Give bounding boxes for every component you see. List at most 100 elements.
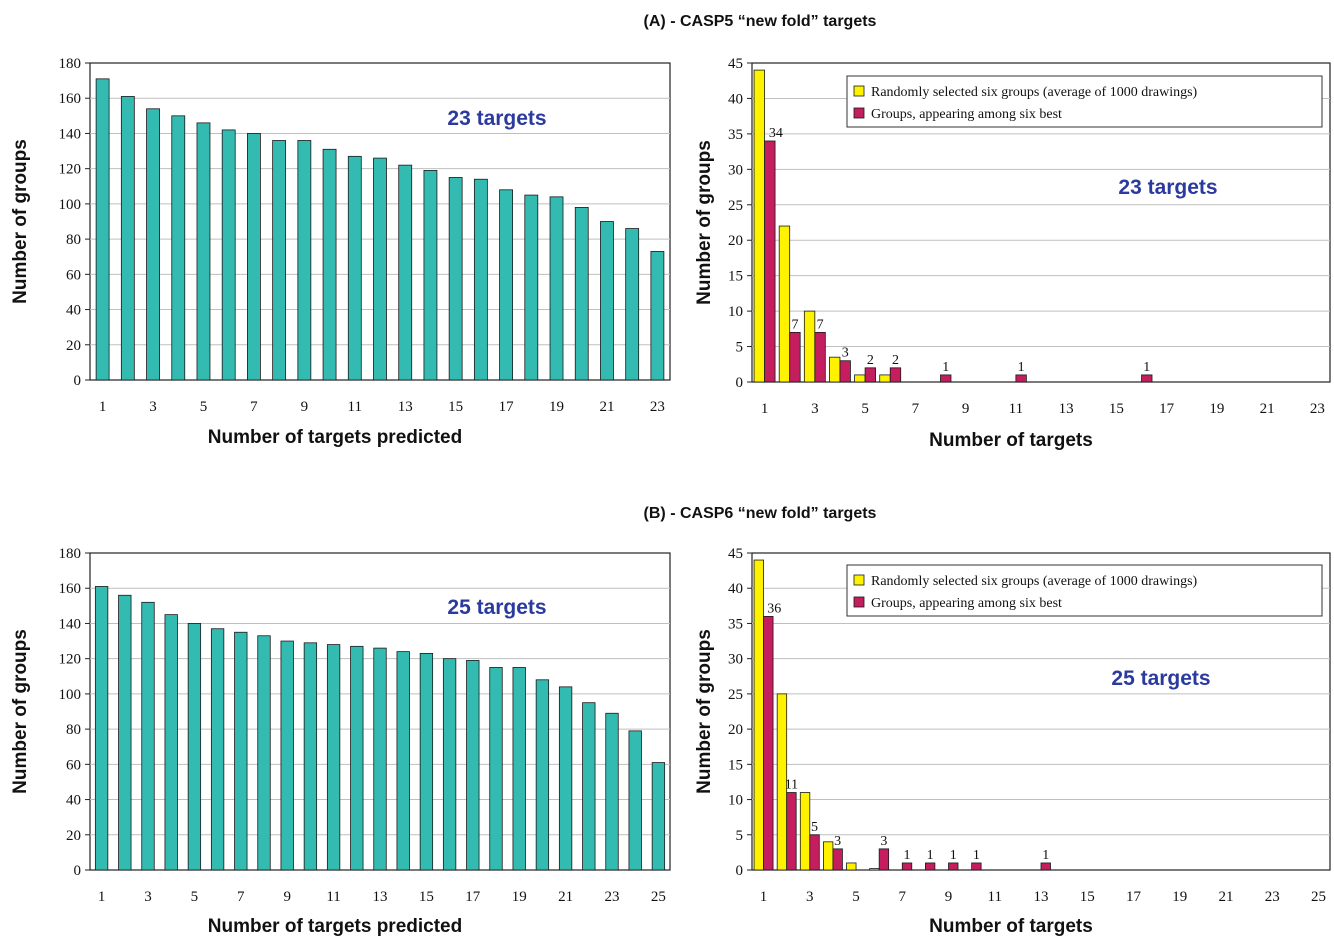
bar xyxy=(549,196,564,381)
data-label: 2 xyxy=(867,353,874,368)
x-tick-label: 15 xyxy=(448,399,463,415)
x-tick-label: 19 xyxy=(1172,889,1187,905)
x-tick-label: 19 xyxy=(549,399,564,415)
bar xyxy=(423,170,438,381)
data-label: 1 xyxy=(1143,360,1150,375)
bar xyxy=(118,594,132,871)
x-tick-label: 11 xyxy=(348,399,362,415)
targets-annotation: 25 targets xyxy=(447,596,546,619)
bar xyxy=(625,228,640,381)
bar xyxy=(499,189,513,381)
y-tick-label: 40 xyxy=(728,91,743,107)
x-tick-label: 1 xyxy=(98,889,106,905)
bar xyxy=(141,601,155,871)
y-tick-label: 180 xyxy=(59,56,82,72)
bar xyxy=(574,207,589,381)
x-tick-label: 23 xyxy=(605,889,620,905)
bar xyxy=(535,679,550,871)
y-axis-title: Number of groups xyxy=(10,139,31,304)
bar xyxy=(94,586,109,871)
x-tick-label: 19 xyxy=(512,889,527,905)
y-tick-label: 15 xyxy=(728,757,743,773)
y-tick-label: 5 xyxy=(736,828,744,844)
bar-six-best xyxy=(864,367,876,383)
bar-six-best xyxy=(1141,374,1153,383)
targets-annotation: 23 targets xyxy=(1118,176,1217,199)
bar xyxy=(247,133,261,381)
bar-random xyxy=(823,841,834,871)
x-tick-label: 7 xyxy=(899,889,907,905)
bar xyxy=(558,686,573,871)
y-tick-label: 120 xyxy=(59,652,82,668)
y-tick-label: 120 xyxy=(59,162,82,178)
bar-random xyxy=(829,356,841,383)
x-tick-label: 25 xyxy=(651,889,666,905)
x-tick-label: 3 xyxy=(149,399,157,415)
x-tick-label: 21 xyxy=(558,889,573,905)
bar xyxy=(512,667,526,871)
x-tick-label: 19 xyxy=(1209,401,1224,417)
bar xyxy=(95,78,110,381)
y-axis-title: Number of groups xyxy=(10,629,31,794)
data-label: 11 xyxy=(785,778,798,793)
bar xyxy=(234,631,248,871)
bar-random xyxy=(799,792,811,871)
bar xyxy=(448,177,463,381)
bar xyxy=(280,640,294,871)
x-axis-title: Number of targets predicted xyxy=(208,916,462,936)
bar xyxy=(600,221,614,381)
data-label: 5 xyxy=(811,820,818,835)
y-tick-label: 0 xyxy=(74,373,82,389)
bar-random xyxy=(846,862,857,871)
bar xyxy=(524,194,539,381)
bar-random xyxy=(778,225,791,383)
x-tick-label: 7 xyxy=(912,401,920,417)
legend-label: Groups, appearing among six best xyxy=(871,596,1062,611)
y-tick-label: 45 xyxy=(728,56,743,72)
y-tick-label: 20 xyxy=(728,722,743,738)
bar xyxy=(398,164,413,381)
x-tick-label: 23 xyxy=(650,399,665,415)
bar-six-best xyxy=(889,367,902,383)
bar xyxy=(257,635,271,871)
bar-random xyxy=(869,868,880,871)
bar xyxy=(466,660,480,871)
y-tick-label: 35 xyxy=(728,127,743,143)
x-tick-label: 7 xyxy=(237,889,245,905)
x-axis-title: Number of targets xyxy=(929,916,1093,936)
y-tick-label: 20 xyxy=(66,338,81,354)
bar-six-best xyxy=(839,360,851,383)
bar xyxy=(373,157,387,381)
y-tick-label: 10 xyxy=(728,793,743,809)
x-tick-label: 13 xyxy=(398,399,413,415)
y-tick-label: 40 xyxy=(728,581,743,597)
data-label: 3 xyxy=(842,346,849,361)
y-tick-label: 20 xyxy=(728,233,743,249)
x-tick-label: 5 xyxy=(191,889,199,905)
data-label: 1 xyxy=(950,848,957,863)
bar xyxy=(196,122,211,381)
x-tick-label: 23 xyxy=(1265,889,1280,905)
x-tick-label: 1 xyxy=(761,401,769,417)
data-label: 1 xyxy=(1042,848,1049,863)
x-tick-label: 5 xyxy=(200,399,208,415)
x-tick-label: 17 xyxy=(499,399,515,415)
y-tick-label: 100 xyxy=(59,197,82,213)
bar-six-best xyxy=(763,616,774,871)
targets-annotation: 23 targets xyxy=(447,107,546,130)
legend-swatch xyxy=(853,596,865,608)
x-tick-label: 13 xyxy=(1034,889,1049,905)
y-tick-label: 0 xyxy=(736,863,744,879)
bar-six-best xyxy=(1015,374,1027,383)
y-tick-label: 80 xyxy=(66,232,81,248)
bar xyxy=(120,96,135,381)
data-label: 1 xyxy=(904,848,911,863)
legend-label: Randomly selected six groups (average of… xyxy=(871,574,1198,589)
bar xyxy=(322,148,337,381)
y-tick-label: 60 xyxy=(66,267,81,283)
x-tick-label: 1 xyxy=(760,889,768,905)
data-label: 3 xyxy=(834,834,841,849)
x-tick-label: 9 xyxy=(962,401,970,417)
data-label: 36 xyxy=(767,601,781,616)
